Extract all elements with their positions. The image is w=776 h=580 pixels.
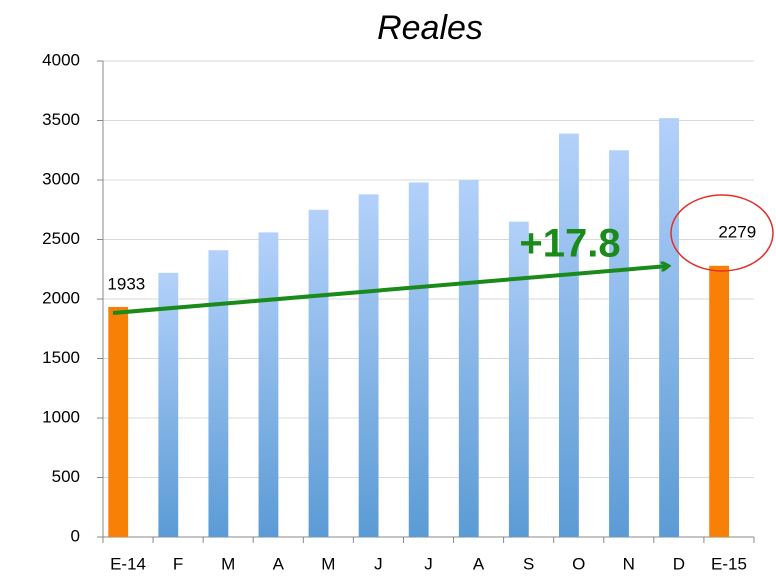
y-tick-label: 3500 (42, 110, 80, 129)
x-tick-label: F (173, 554, 183, 573)
bar (659, 118, 679, 538)
highlight-ellipse (670, 194, 774, 272)
chart-title: Reales (377, 9, 483, 47)
data-label: 1933 (107, 274, 145, 293)
bar (408, 182, 429, 537)
bar (158, 272, 179, 537)
bar (559, 133, 579, 537)
x-tick-label: S (523, 554, 534, 573)
bars (108, 118, 730, 538)
x-tick-label: E-14 (110, 554, 146, 573)
x-tick-label: N (623, 554, 635, 573)
bar (308, 209, 329, 537)
y-tick-label: 500 (52, 467, 80, 486)
grid: 0 500 1000 1500 2000 2500 3000 3500 4000 E-14 F M A M… (42, 50, 755, 573)
x-tick-label: E-15 (711, 554, 747, 573)
y-tick-label: 3000 (42, 169, 80, 188)
bar (609, 150, 629, 537)
y-tick-label: 1500 (42, 348, 80, 367)
y-tick-label: 2000 (42, 288, 80, 307)
bar (208, 250, 229, 537)
x-tick-label: M (221, 554, 235, 573)
y-tick-label: 0 (71, 526, 80, 545)
data-label: 2279 (718, 222, 756, 241)
x-tick-label: O (572, 554, 585, 573)
y-tick-label: 1000 (42, 407, 80, 426)
x-tick-label: D (673, 554, 685, 573)
y-tick-label: 4000 (42, 50, 80, 69)
x-tick-label: M (321, 554, 335, 573)
bar (508, 221, 529, 537)
bar (358, 194, 379, 537)
trend-arrow (112, 266, 668, 315)
x-tick-label: J (424, 554, 433, 573)
x-tick-label: A (273, 554, 285, 573)
bar (258, 232, 279, 538)
annotation: +17.8 (519, 222, 620, 266)
x-tick-label: J (374, 554, 383, 573)
bar (108, 306, 129, 537)
bar (458, 180, 479, 537)
bar (709, 265, 730, 537)
x-tick-label: A (473, 554, 485, 573)
y-tick-label: 2500 (42, 229, 80, 248)
